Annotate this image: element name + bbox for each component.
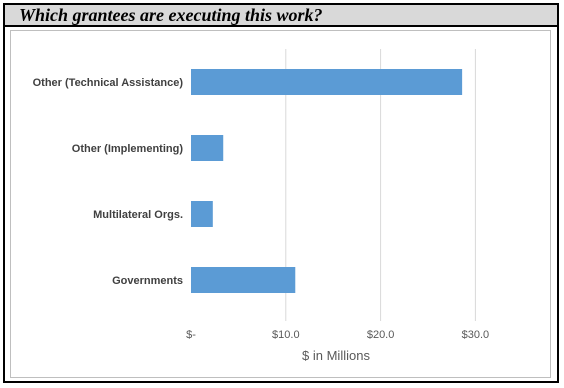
category-label: Multilateral Orgs. — [93, 209, 183, 221]
category-label: Governments — [112, 275, 183, 287]
x-tick-label: $- — [186, 329, 196, 341]
page-title: Which grantees are executing this work? — [19, 5, 323, 25]
category-label: Other (Implementing) — [72, 143, 184, 155]
bar — [191, 201, 213, 227]
chart-area: Other (Technical Assistance) Other (Imple… — [10, 30, 551, 378]
category-label: Other (Technical Assistance) — [33, 77, 184, 89]
title-bar: Which grantees are executing this work? — [5, 5, 557, 27]
x-tick-label: $10.0 — [272, 329, 300, 341]
x-tick-label: $30.0 — [462, 329, 490, 341]
x-axis-title: $ in Millions — [302, 348, 370, 363]
bar — [191, 69, 463, 95]
bar — [191, 267, 296, 293]
bar-chart: Other (Technical Assistance) Other (Imple… — [33, 49, 490, 363]
x-tick-label: $20.0 — [367, 329, 395, 341]
bar — [191, 135, 224, 161]
chart-frame: Which grantees are executing this work? … — [3, 3, 559, 383]
